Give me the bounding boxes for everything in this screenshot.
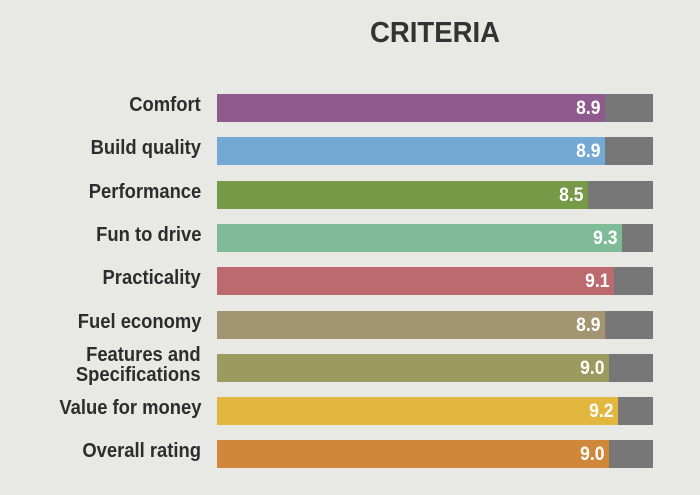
category-label-line: Fuel economy [77,311,201,333]
bar [217,397,618,425]
category-label-line: Practicality [102,267,201,289]
bar [217,181,588,209]
bar-track: 9.2 [217,397,653,425]
category-label-line: Comfort [129,94,201,116]
category-label: Performance [89,182,201,202]
bar [217,224,622,252]
data-label: 9.3 [592,228,617,249]
category-label: Practicality [103,268,201,288]
bar-track: 8.5 [217,181,653,209]
category-label: Fuel economy [77,312,201,332]
category-label: Features and Specifications [76,345,201,385]
bar-track: 9.0 [217,440,653,468]
category-label: Value for money [59,398,201,418]
data-label: 9.0 [579,444,604,465]
bar [217,311,605,339]
data-label: 8.9 [575,141,600,162]
bar [217,354,609,382]
category-label: Build quality [91,138,201,158]
bar [217,440,609,468]
data-label: 9.1 [584,271,609,292]
category-label-line: Specifications [76,364,201,386]
data-label: 8.9 [575,315,600,336]
category-label: Fun to drive [96,225,201,245]
category-label-line: Performance [88,181,201,203]
bar [217,267,614,295]
category-label-line: Features and [86,344,201,366]
data-label: 9.0 [579,358,604,379]
data-label: 8.9 [575,98,600,119]
bar-track: 9.3 [217,224,653,252]
data-label: 9.2 [588,401,613,422]
bar-track: 8.9 [217,137,653,165]
category-label-line: Build quality [90,137,201,159]
data-label: 8.5 [558,185,583,206]
chart-title: CRITERIA [369,17,501,49]
category-label: Comfort [129,95,201,115]
category-label-line: Overall rating [82,440,201,462]
category-label-line: Fun to drive [95,224,201,246]
bar-track: 8.9 [217,94,653,122]
bar-track: 8.9 [217,311,653,339]
bar [217,94,605,122]
category-label: Overall rating [82,441,201,461]
bar [217,137,605,165]
bar-track: 9.1 [217,267,653,295]
category-label-line: Value for money [58,397,201,419]
bar-track: 9.0 [217,354,653,382]
